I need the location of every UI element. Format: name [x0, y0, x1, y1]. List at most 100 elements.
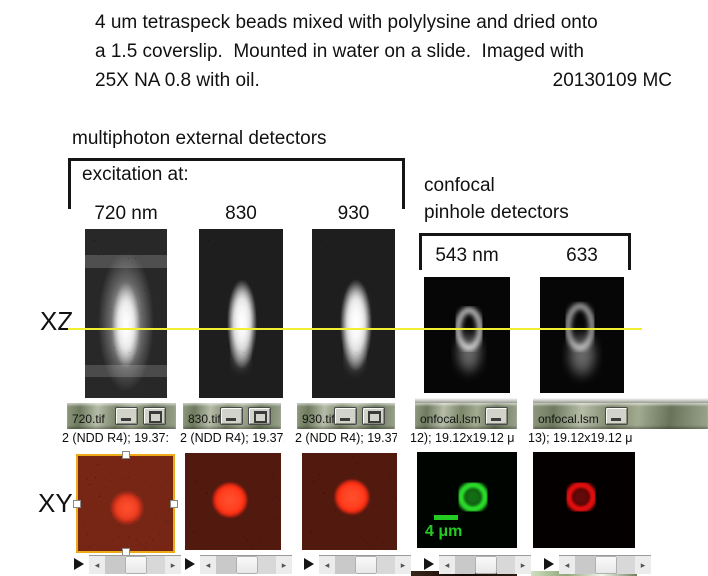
- scrollbar-thumb[interactable]: [125, 555, 147, 574]
- xz-image-543: [424, 277, 510, 393]
- confocal-heading-line-1: confocal: [424, 175, 495, 196]
- scrollbar-thumb[interactable]: [355, 555, 377, 574]
- window-title: onfocal.lsm: [538, 412, 599, 426]
- maximize-icon: [149, 411, 162, 423]
- date-stamp: 20130109 MC: [552, 70, 672, 91]
- horizontal-scrollbar[interactable]: ◂ ▸: [559, 554, 651, 574]
- window-titlebar-confocal-543[interactable]: onfocal.lsm: [415, 403, 517, 429]
- scroll-right-icon[interactable]: ▸: [515, 555, 531, 574]
- minimize-icon: [491, 418, 501, 421]
- caption-line-3: 25X NA 0.8 with oil.: [95, 70, 260, 91]
- minimize-icon: [611, 418, 621, 421]
- scroll-right-icon[interactable]: ▸: [635, 555, 651, 574]
- xz-row-label: XZ: [40, 306, 74, 336]
- scroll-left-icon[interactable]: ◂: [559, 555, 575, 574]
- window-titlebar-930[interactable]: 930.tif: [297, 403, 395, 429]
- wavelength-label-543: 543 nm: [435, 245, 499, 266]
- scrollbar-group: ◂ ▸: [74, 554, 181, 574]
- maximize-button[interactable]: [143, 407, 166, 425]
- minimize-icon: [121, 418, 131, 421]
- scrollbar-track[interactable]: [497, 555, 515, 574]
- window-title: 830.tif: [188, 412, 221, 426]
- confocal-heading-line-2: pinhole detectors: [424, 202, 569, 223]
- scrollbar-group: ◂ ▸: [304, 554, 411, 574]
- image-status-text: 13); 19.12x19.12 μ: [528, 431, 640, 450]
- expand-arrow-icon[interactable]: [304, 558, 314, 570]
- xz-image-930: [312, 229, 395, 398]
- xy-image-720: [73, 451, 178, 556]
- scrollbar-track[interactable]: [455, 555, 475, 574]
- window-titlebar-confocal-633[interactable]: onfocal.lsm: [533, 403, 708, 429]
- scroll-right-icon[interactable]: ▸: [165, 555, 181, 574]
- wavelength-label-830: 830: [225, 203, 257, 224]
- scrollbar-track[interactable]: [617, 555, 635, 574]
- scrollbar-track[interactable]: [216, 555, 236, 574]
- horizontal-scrollbar[interactable]: ◂ ▸: [200, 554, 292, 574]
- xz-image-720: [85, 229, 167, 398]
- scrollbar-track[interactable]: [105, 555, 125, 574]
- horizontal-scrollbar[interactable]: ◂ ▸: [89, 554, 181, 574]
- scroll-left-icon[interactable]: ◂: [319, 555, 335, 574]
- xz-cut-line: [68, 328, 642, 330]
- scroll-right-icon[interactable]: ▸: [276, 555, 292, 574]
- image-status-text: 2 (NDD R4); 19.37:: [62, 431, 175, 450]
- multiphoton-bracket: [68, 158, 405, 209]
- minimize-icon: [226, 418, 236, 421]
- minimize-button[interactable]: [115, 407, 138, 425]
- maximize-button[interactable]: [248, 407, 271, 425]
- excitation-label: excitation at:: [82, 164, 189, 185]
- expand-arrow-icon[interactable]: [544, 558, 554, 570]
- xy-image-830: [185, 453, 281, 550]
- scroll-left-icon[interactable]: ◂: [89, 555, 105, 574]
- scroll-left-icon[interactable]: ◂: [200, 555, 216, 574]
- cutoff-window-strip: [411, 571, 517, 576]
- scrollbar-track[interactable]: [335, 555, 355, 574]
- expand-arrow-icon[interactable]: [185, 558, 195, 570]
- scrollbar-track[interactable]: [575, 555, 595, 574]
- image-status-text: 12); 19.12x19.12 μ: [410, 431, 520, 450]
- maximize-icon: [368, 411, 381, 423]
- scrollbar-group: ◂ ▸: [185, 554, 292, 574]
- minimize-button[interactable]: [485, 407, 508, 425]
- window-title: 930.tif: [302, 412, 335, 426]
- window-titlebar-830[interactable]: 830.tif: [183, 403, 281, 429]
- window-title: 720.tif: [72, 412, 105, 426]
- window-top-edge: [533, 398, 708, 403]
- confocal-bracket: [419, 233, 631, 270]
- window-titlebar-720[interactable]: 720.tif: [67, 403, 176, 429]
- horizontal-scrollbar[interactable]: ◂ ▸: [439, 554, 531, 574]
- maximize-button[interactable]: [362, 407, 385, 425]
- scrollbar-track[interactable]: [377, 555, 395, 574]
- scroll-left-icon[interactable]: ◂: [439, 555, 455, 574]
- minimize-button[interactable]: [220, 407, 243, 425]
- window-title: onfocal.lsm: [420, 412, 481, 426]
- caption-line-2: a 1.5 coverslip. Mounted in water on a s…: [95, 41, 584, 62]
- xy-image-930: [302, 453, 397, 550]
- scrollbar-thumb[interactable]: [236, 555, 258, 574]
- scrollbar-thumb[interactable]: [595, 555, 617, 574]
- window-top-edge: [415, 398, 517, 403]
- scroll-right-icon[interactable]: ▸: [395, 555, 411, 574]
- horizontal-scrollbar[interactable]: ◂ ▸: [319, 554, 411, 574]
- multiphoton-heading: multiphoton external detectors: [72, 128, 327, 149]
- scrollbar-group: ◂ ▸: [424, 554, 531, 574]
- image-status-text: 2 (NDD R4); 19.37x: [295, 431, 397, 450]
- wavelength-label-930: 930: [337, 203, 370, 224]
- minimize-button[interactable]: [605, 407, 628, 425]
- expand-arrow-icon[interactable]: [424, 558, 434, 570]
- scrollbar-thumb[interactable]: [475, 555, 497, 574]
- cutoff-window-strip: [531, 571, 637, 576]
- scrollbar-track[interactable]: [258, 555, 276, 574]
- xz-image-830: [199, 229, 283, 398]
- xy-image-543: 4 μm: [417, 452, 517, 548]
- minimize-button[interactable]: [334, 407, 357, 425]
- minimize-icon: [340, 418, 350, 421]
- expand-arrow-icon[interactable]: [74, 558, 84, 570]
- caption-line-1: 4 um tetraspeck beads mixed with polylys…: [95, 12, 598, 33]
- confocal-heading: confocal pinhole detectors: [424, 172, 569, 226]
- maximize-icon: [254, 411, 267, 423]
- scrollbar-track[interactable]: [147, 555, 165, 574]
- xy-image-633: [533, 452, 635, 548]
- wavelength-label-720: 720 nm: [94, 203, 158, 224]
